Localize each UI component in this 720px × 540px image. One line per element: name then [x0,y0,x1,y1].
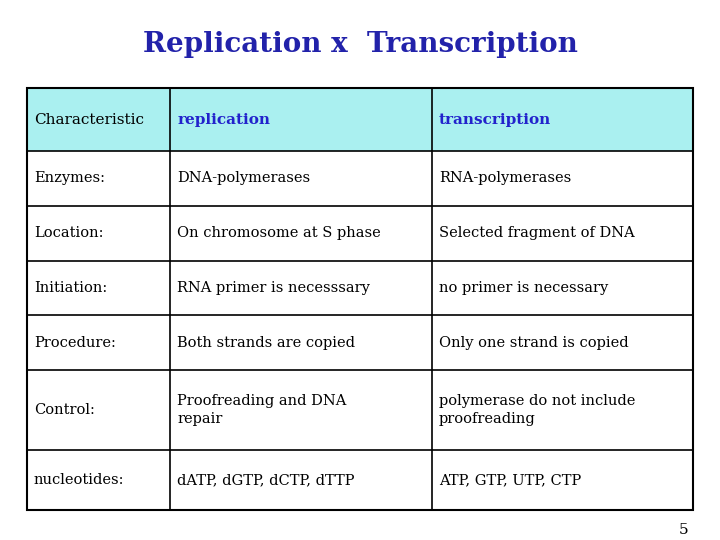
Text: no primer is necessary: no primer is necessary [439,281,608,295]
Bar [27,88,693,510]
Text: Procedure:: Procedure: [34,336,116,350]
Text: polymerase do not include
proofreading: polymerase do not include proofreading [439,394,635,426]
Text: Replication x  Transcription: Replication x Transcription [143,30,577,57]
Text: Selected fragment of DNA: Selected fragment of DNA [439,226,634,240]
Text: nucleotides:: nucleotides: [34,473,125,487]
Text: ATP, GTP, UTP, CTP: ATP, GTP, UTP, CTP [439,473,581,487]
Text: RNA-polymerases: RNA-polymerases [439,171,571,185]
Text: DNA-polymerases: DNA-polymerases [177,171,310,185]
Text: transcription: transcription [439,112,552,126]
Text: Control:: Control: [34,403,95,417]
Text: Proofreading and DNA
repair: Proofreading and DNA repair [177,394,346,426]
Text: Only one strand is copied: Only one strand is copied [439,336,629,350]
Text: replication: replication [177,112,270,126]
Text: Characteristic: Characteristic [34,112,144,126]
Text: Enzymes:: Enzymes: [34,171,105,185]
Text: dATP, dGTP, dCTP, dTTP: dATP, dGTP, dCTP, dTTP [177,473,355,487]
Text: On chromosome at S phase: On chromosome at S phase [177,226,381,240]
Text: RNA primer is necesssary: RNA primer is necesssary [177,281,370,295]
Text: Location:: Location: [34,226,104,240]
Bar [27,88,693,151]
Text: Initiation:: Initiation: [34,281,107,295]
Text: Both strands are copied: Both strands are copied [177,336,355,350]
Text: 5: 5 [678,523,688,537]
